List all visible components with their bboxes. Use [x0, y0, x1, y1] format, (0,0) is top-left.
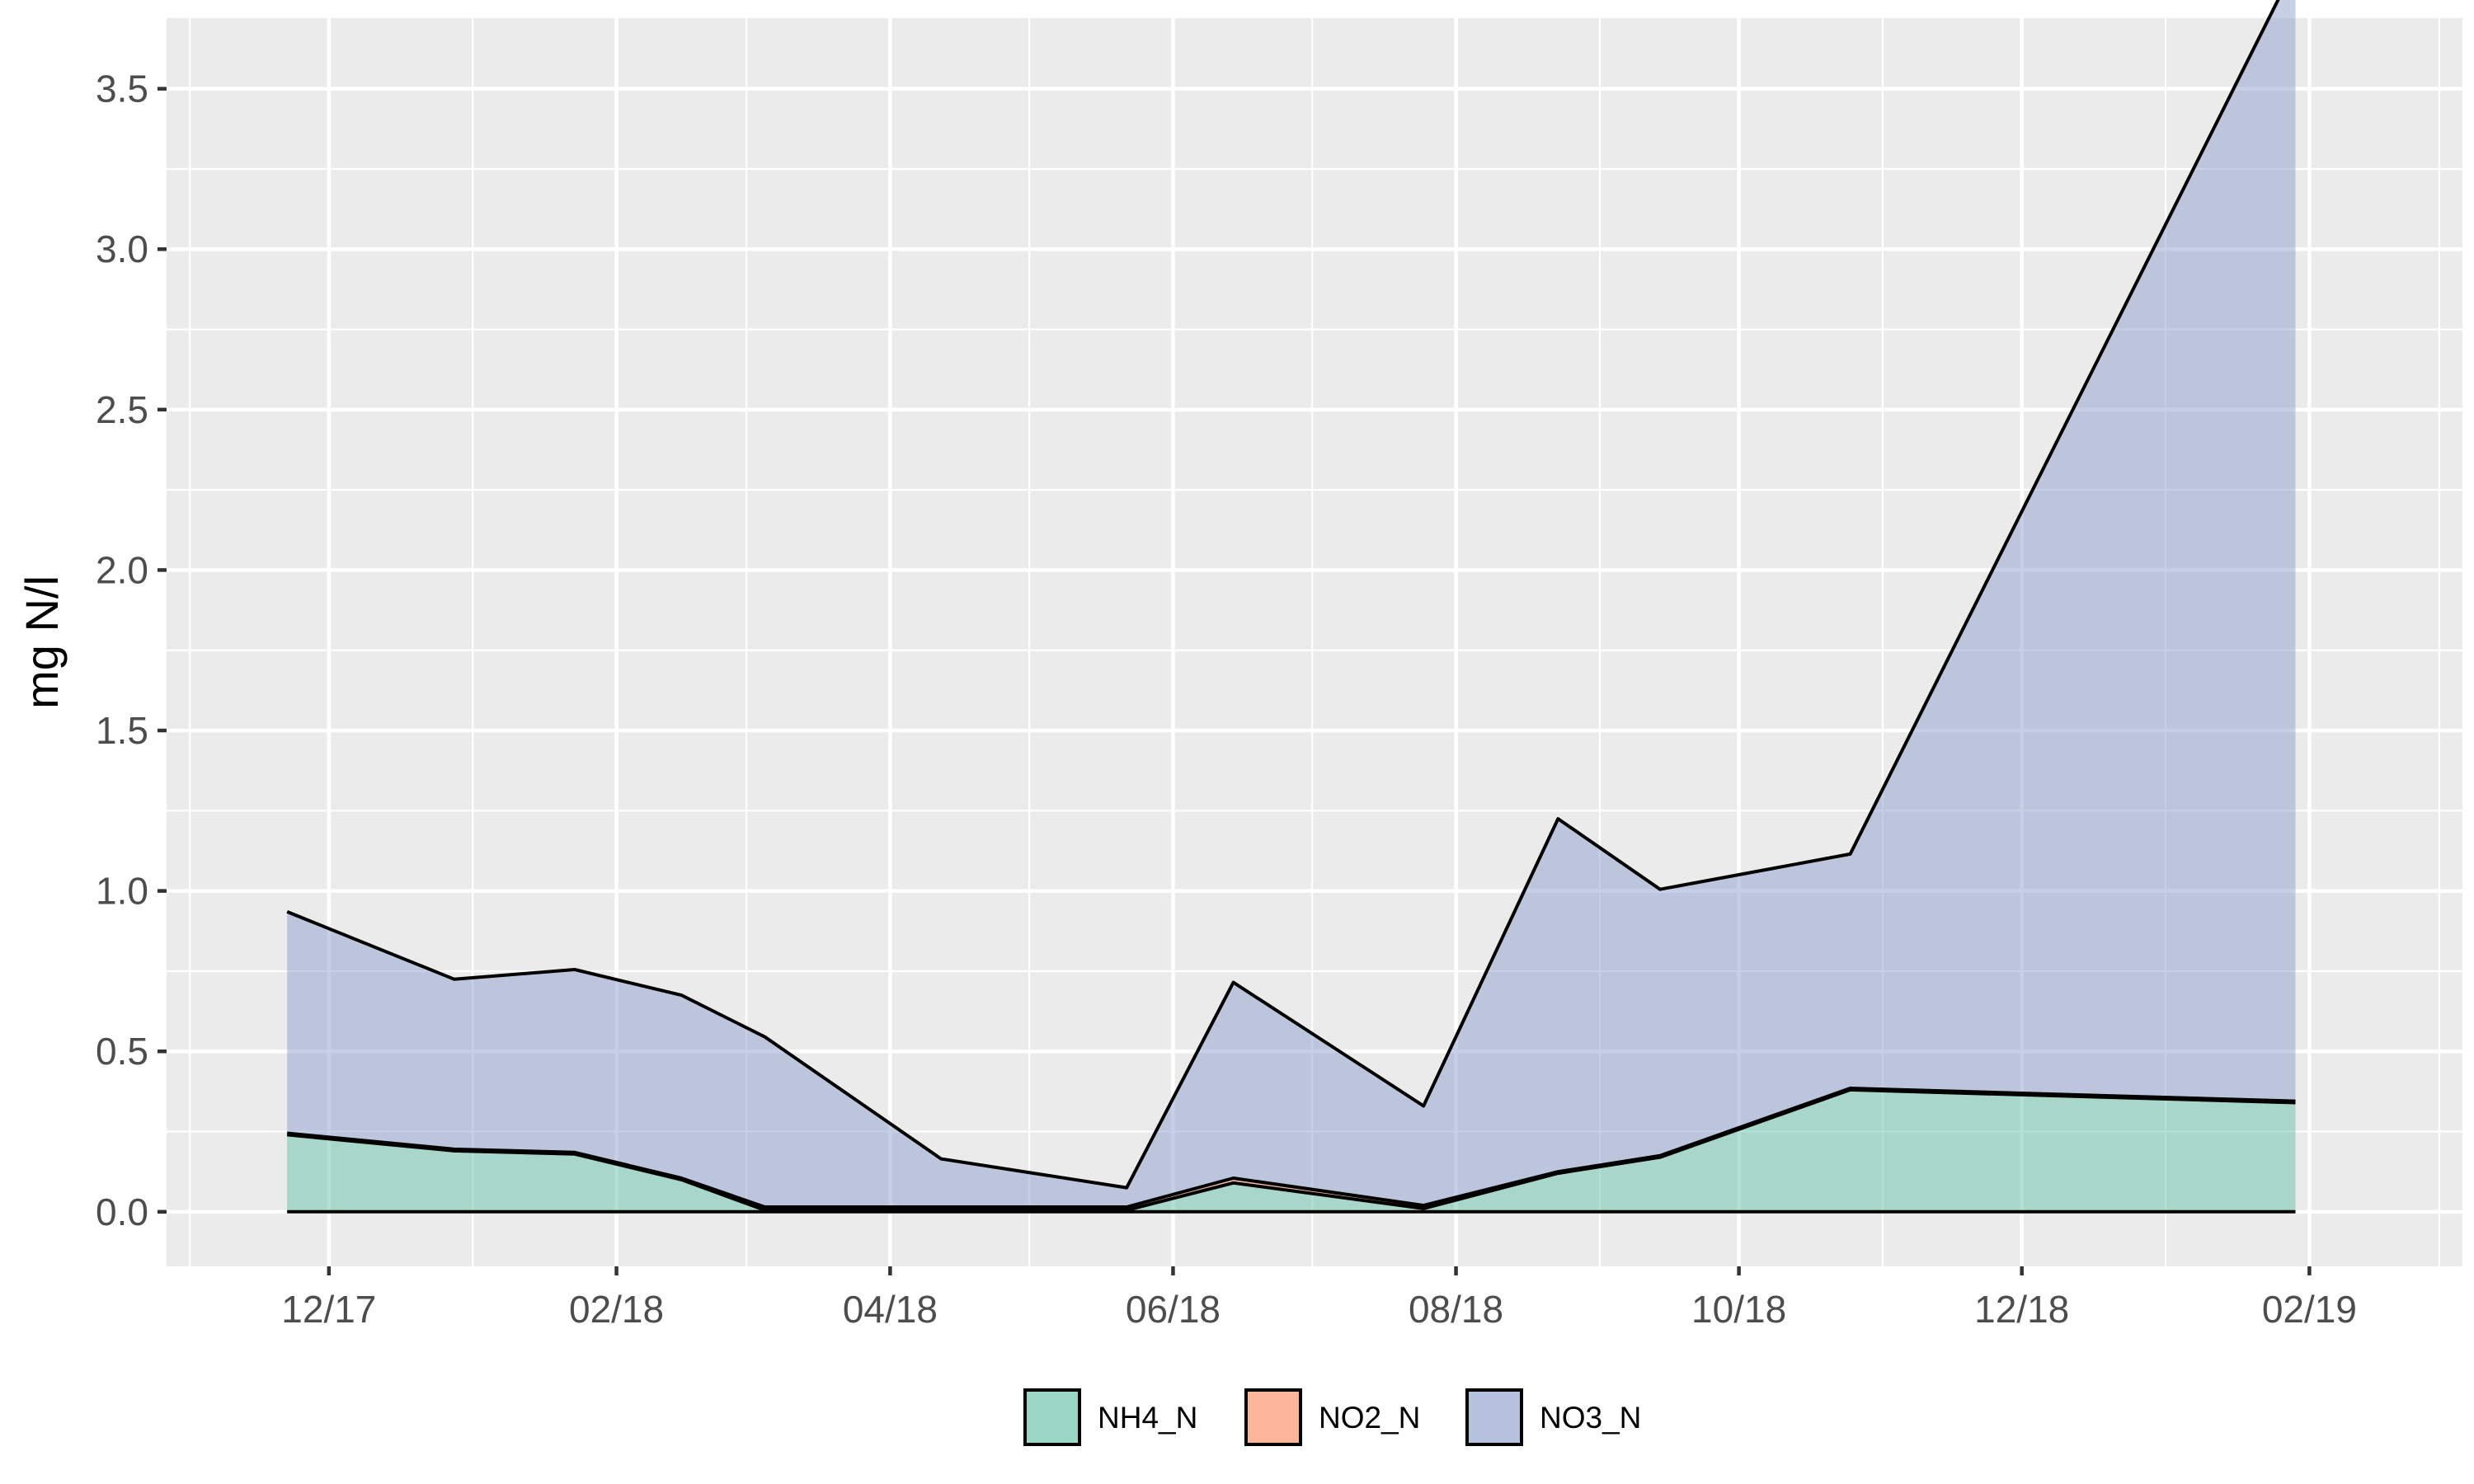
y-tick-label: 2.0: [96, 548, 148, 591]
legend-label-no3-n: NO3_N: [1540, 1401, 1641, 1435]
legend-label-no2-n: NO2_N: [1319, 1401, 1420, 1435]
outline-no2-n: [287, 1087, 2296, 1209]
x-tick-label: 12/17: [281, 1288, 376, 1331]
y-tick-label: 0.5: [96, 1030, 148, 1073]
x-tick-label: 02/18: [569, 1288, 664, 1331]
x-tick-label: 04/18: [843, 1288, 938, 1331]
legend: NH4_N NO2_N NO3_N: [1023, 1388, 1641, 1446]
x-tick-label: 02/19: [2262, 1288, 2357, 1331]
legend-key-no2-n: [1244, 1388, 1302, 1446]
y-axis: 0.0 0.5 1.0 1.5 2.0 2.5 3.0 3.5: [96, 68, 167, 1233]
x-axis: 12/17 02/18 04/18 06/18 08/18 10/18 12/18 02/19: [281, 1266, 2357, 1331]
outline-no3-n: [286, 0, 2280, 1190]
legend-label-nh4-n: NH4_N: [1098, 1401, 1197, 1435]
y-tick-label: 3.5: [96, 68, 148, 110]
y-tick-label: 0.0: [96, 1190, 148, 1233]
series-areas: [287, 0, 2296, 1212]
area-nh4-n: [287, 1089, 2296, 1212]
legend-key-no3-n: [1465, 1388, 1523, 1446]
legend-key-nh4-n: [1023, 1388, 1081, 1446]
series-outlines: [286, 0, 2296, 1214]
x-tick-label: 08/18: [1409, 1288, 1503, 1331]
y-tick-label: 1.0: [96, 870, 148, 913]
x-tick-label: 12/18: [1974, 1288, 2069, 1331]
y-tick-label: 1.5: [96, 709, 148, 752]
x-tick-label: 10/18: [1691, 1288, 1786, 1331]
area-no3-n: [287, 0, 2296, 1207]
x-tick-label: 06/18: [1126, 1288, 1221, 1331]
y-axis-title: mg N/l: [16, 575, 68, 709]
y-tick-label: 2.5: [96, 388, 148, 431]
y-tick-label: 3.0: [96, 228, 148, 270]
